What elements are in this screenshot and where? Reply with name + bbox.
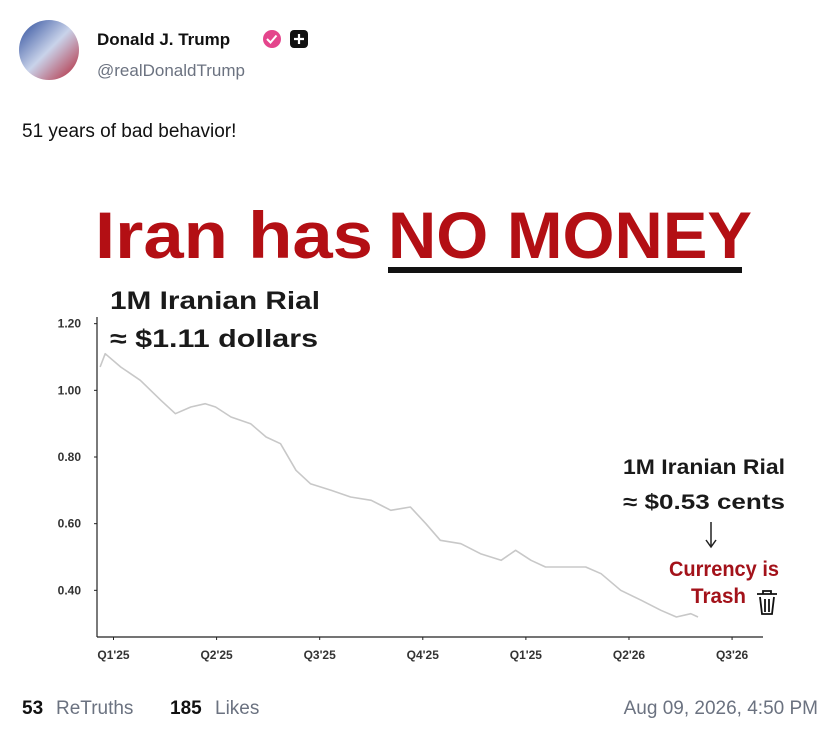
annotation: Currency is	[669, 558, 779, 581]
plus-icon	[294, 34, 304, 44]
retruths-label[interactable]: ReTruths	[56, 698, 133, 719]
annotation: Trash	[691, 585, 746, 608]
annotation: 1M Iranian Rial	[623, 456, 785, 479]
x-tick-label: Q3'26	[716, 648, 749, 662]
y-tick-label: 0.40	[58, 583, 82, 597]
trash-icon	[757, 590, 777, 615]
likes-count[interactable]: 185	[170, 698, 202, 719]
author-name[interactable]: Donald J. Trump	[97, 30, 230, 49]
x-tick-label: Q3'25	[304, 648, 337, 662]
x-tick-label: Q4'25	[407, 648, 440, 662]
x-tick-label: Q2'26	[613, 648, 646, 662]
retruths-count[interactable]: 53	[22, 698, 43, 719]
likes-label[interactable]: Likes	[215, 698, 259, 719]
chart-background	[78, 175, 798, 670]
annotation: 1M Iranian Rial	[110, 287, 320, 315]
y-tick-label: 1.00	[58, 383, 82, 397]
x-tick-label: Q1'25	[510, 648, 543, 662]
annotation-arrow	[705, 522, 717, 549]
post-text: 51 years of bad behavior!	[22, 121, 236, 142]
verified-check	[266, 34, 278, 44]
timestamp: Aug 09, 2026, 4:50 PM	[624, 698, 818, 719]
x-tick-label: Q1'25	[97, 648, 130, 662]
y-tick-label: 0.80	[58, 450, 82, 464]
chart-title: Iran has	[95, 198, 373, 272]
data-line	[99, 352, 699, 618]
annotation: ≈ $1.11 dollars	[110, 325, 318, 353]
y-tick-label: 1.20	[58, 317, 82, 331]
annotation: ≈ $0.53 cents	[623, 491, 785, 514]
avatar[interactable]	[19, 20, 79, 80]
y-tick-label: 0.60	[58, 517, 82, 531]
chart-title-highlight: NO MONEY	[388, 198, 752, 272]
title-underline	[388, 267, 742, 273]
x-tick-label: Q2'25	[200, 648, 233, 662]
verified-badge	[263, 30, 281, 48]
handle[interactable]: @realDonaldTrump	[97, 61, 245, 80]
chart-image: Iran has NO MONEY 1M Iranian Rial ≈ $1.1…	[58, 175, 798, 670]
